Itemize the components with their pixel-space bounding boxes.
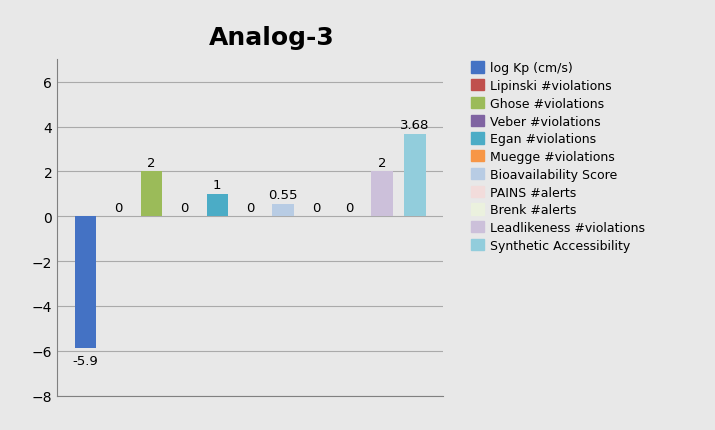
Bar	[207, 194, 228, 217]
Text: 0.55: 0.55	[268, 189, 298, 202]
Text: 2: 2	[378, 157, 386, 169]
Text: 0: 0	[114, 201, 122, 214]
Text: 2: 2	[147, 157, 156, 169]
Bar	[75, 217, 97, 349]
Text: -5.9: -5.9	[73, 354, 99, 367]
Legend: log Kp (cm/s), Lipinski #violations, Ghose #violations, Veber #violations, Egan : log Kp (cm/s), Lipinski #violations, Gho…	[469, 60, 648, 255]
Text: Analog-3: Analog-3	[209, 26, 335, 50]
Text: 3.68: 3.68	[400, 119, 430, 132]
Text: 1: 1	[213, 179, 222, 192]
Bar	[141, 172, 162, 217]
Text: 0: 0	[180, 201, 189, 214]
Bar	[371, 172, 393, 217]
Bar	[272, 204, 294, 217]
Bar	[404, 135, 425, 217]
Text: 0: 0	[345, 201, 353, 214]
Text: 0: 0	[312, 201, 320, 214]
Text: 0: 0	[246, 201, 255, 214]
